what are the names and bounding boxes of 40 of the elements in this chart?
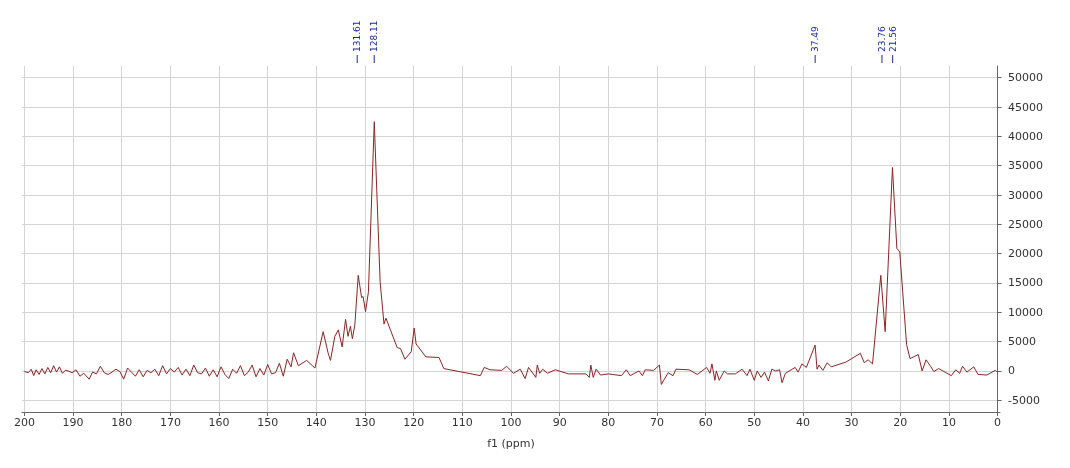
x-tick-label: 90 [552, 416, 567, 429]
x-tick-label: 80 [601, 416, 616, 429]
y-tick-label: 50000 [1008, 71, 1043, 85]
y-tick-label: -5000 [1008, 393, 1040, 407]
annotation: 131.61 [352, 20, 363, 52]
line-series [23, 121, 999, 385]
y-tick-label: 10000 [1008, 305, 1043, 319]
y-tick-label: 0 [1008, 364, 1015, 378]
x-axis-title: f1 (ppm) [487, 437, 535, 450]
x-tick-label: 20 [893, 416, 908, 429]
x-tick-label: 140 [305, 416, 327, 429]
y-tick-label: 35000 [1008, 159, 1043, 173]
x-tick-label: 100 [500, 416, 522, 429]
y-tick-label: 15000 [1008, 276, 1043, 290]
y-tick-label: 45000 [1008, 100, 1043, 114]
x-tick-label: 0 [994, 416, 1002, 429]
x-tick-label: 60 [698, 416, 713, 429]
annotation: 37.49 [810, 25, 821, 52]
y-tick-label: 20000 [1008, 247, 1043, 261]
y-tick-label: 30000 [1008, 188, 1043, 202]
annotation: 128.11 [369, 20, 380, 52]
x-tick-label: 170 [159, 416, 181, 429]
x-tick-label: 150 [257, 416, 279, 429]
x-tick-label: 110 [451, 416, 473, 429]
annotation: 21.56 [887, 25, 898, 52]
y-tick-label: 5000 [1008, 335, 1036, 349]
x-tick-label: 180 [111, 416, 133, 429]
y-tick-label: 25000 [1008, 217, 1043, 231]
x-tick-label: 130 [354, 416, 376, 429]
x-tick-label: 70 [649, 416, 664, 429]
x-tick-label: 200 [13, 416, 35, 429]
x-tick-label: 160 [208, 416, 230, 429]
y-tick-label: 40000 [1008, 129, 1043, 143]
x-tick-label: 40 [795, 416, 810, 429]
x-tick-label: 190 [62, 416, 84, 429]
x-tick-label: 120 [403, 416, 425, 429]
annotation: 23.76 [876, 25, 887, 52]
x-tick-label: 50 [747, 416, 762, 429]
x-tick-label: 30 [844, 416, 859, 429]
x-tick-label: 10 [941, 416, 956, 429]
